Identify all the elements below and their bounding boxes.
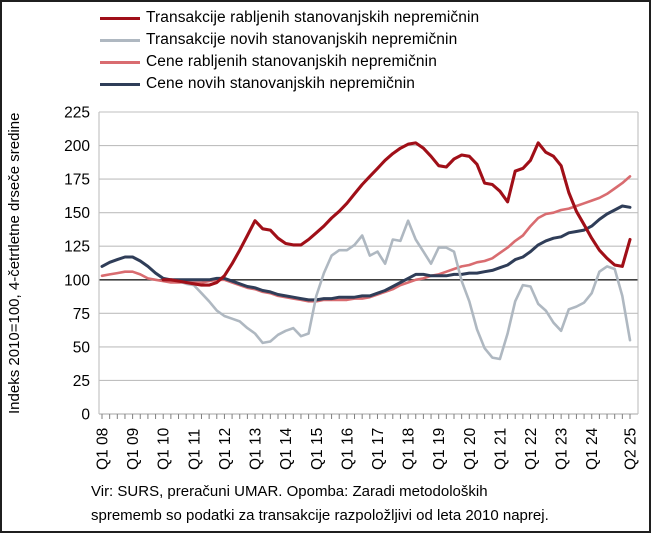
x-tick-label: Q2 25: [623, 428, 640, 470]
legend-label: Cene novih stanovanjskih nepremičnin: [146, 75, 415, 92]
y-tick-label: 175: [64, 172, 90, 189]
x-tick-label: Q1 10: [156, 427, 173, 470]
gridlines: [99, 111, 638, 415]
legend-label: Cene rabljenih stanovanjskih nepremičnin: [146, 53, 437, 70]
x-tick-label: Q1 15: [309, 428, 326, 470]
legend-item: Cene novih stanovanjskih nepremičnin: [100, 73, 479, 95]
y-axis-labels: 0 25 50 75 100 125 150 175 200 225: [64, 105, 90, 424]
y-tick-label: 0: [81, 407, 90, 424]
x-axis-ticks: [101, 414, 631, 419]
series-transakcije-rabljenih: [161, 141, 632, 287]
source-note: Vir: SURS, preračuni UMAR. Opomba: Zarad…: [91, 480, 649, 528]
x-tick-label: Q1 09: [125, 428, 142, 470]
source-note-line1: Vir: SURS, preračuni UMAR. Opomba: Zarad…: [91, 483, 488, 500]
x-tick-label: Q1 20: [462, 427, 479, 470]
x-tick-label: Q1 19: [431, 428, 448, 470]
y-tick-label: 150: [64, 205, 90, 222]
legend-item: Transakcije rabljenih stanovanjskih nepr…: [100, 7, 479, 29]
x-tick-label: Q1 21: [492, 428, 509, 470]
x-axis-labels: Q1 08 Q1 09 Q1 10 Q1 11 Q1 12 Q1 13 Q1 14 Q1 15…: [95, 427, 640, 470]
x-tick-label: Q1 12: [217, 428, 234, 470]
x-tick-label: Q1 22: [523, 428, 540, 470]
x-tick-label: Q1 18: [401, 428, 418, 470]
x-tick-label: Q1 13: [248, 428, 265, 470]
x-tick-label: Q1 24: [584, 427, 601, 470]
y-tick-label: 100: [64, 272, 90, 289]
x-tick-label: Q1 08: [95, 428, 112, 470]
legend-item: Transakcije novih stanovanjskih nepremič…: [100, 29, 479, 51]
x-tick-label: Q1 14: [278, 427, 295, 470]
legend-item: Cene rabljenih stanovanjskih nepremičnin: [100, 51, 479, 73]
x-tick-label: Q1 17: [370, 428, 387, 470]
chart-legend: Transakcije rabljenih stanovanjskih nepr…: [100, 7, 479, 95]
legend-label: Transakcije novih stanovanjskih nepremič…: [146, 31, 458, 48]
y-tick-label: 75: [73, 306, 90, 323]
x-tick-label: Q1 16: [339, 428, 356, 470]
y-tick-label: 200: [64, 138, 90, 155]
y-tick-label: 50: [73, 339, 91, 356]
legend-line-swatch: [100, 16, 140, 20]
x-tick-label: Q1 11: [186, 429, 203, 470]
series-cene-novih: [100, 204, 632, 302]
y-tick-label: 25: [73, 373, 90, 390]
legend-label: Transakcije rabljenih stanovanjskih nepr…: [146, 9, 480, 26]
legend-line-swatch: [100, 60, 140, 64]
legend-line-swatch: [100, 82, 140, 86]
source-note-line2: sprememb so podatki za transakcije razpo…: [91, 507, 549, 524]
y-tick-label: 125: [64, 239, 90, 256]
y-tick-label: 225: [64, 105, 90, 122]
series-transakcije-novih: [161, 219, 632, 361]
x-tick-label: Q1 23: [554, 428, 571, 470]
legend-line-swatch: [100, 38, 140, 42]
